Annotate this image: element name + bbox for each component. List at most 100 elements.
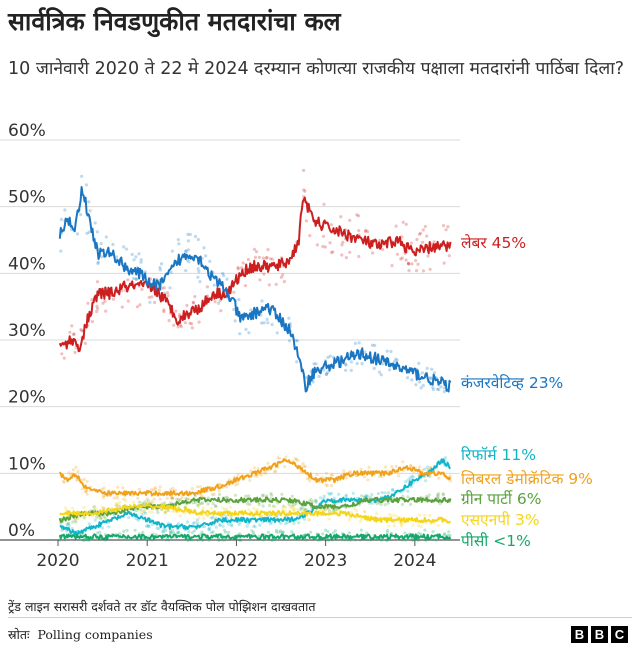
poll-dot bbox=[340, 243, 344, 247]
poll-dot bbox=[294, 457, 298, 461]
poll-dot bbox=[266, 321, 270, 325]
poll-dot bbox=[218, 524, 222, 528]
poll-dot bbox=[374, 537, 379, 542]
poll-dot bbox=[187, 260, 191, 264]
poll-dot bbox=[421, 240, 425, 244]
poll-dot bbox=[102, 486, 106, 490]
poll-dot bbox=[447, 530, 451, 534]
poll-dot bbox=[92, 505, 96, 509]
poll-dot bbox=[146, 524, 150, 528]
poll-dot bbox=[295, 339, 299, 343]
poll-dot bbox=[262, 272, 266, 276]
poll-dot bbox=[349, 368, 353, 372]
poll-dot bbox=[61, 479, 65, 483]
poll-dot bbox=[220, 538, 224, 542]
poll-dot bbox=[164, 528, 168, 533]
poll-dot bbox=[93, 221, 97, 225]
poll-dot bbox=[85, 479, 89, 483]
poll-dot bbox=[205, 513, 210, 517]
chart-subtitle: 10 जानेवारी 2020 ते 22 मे 2024 दरम्यान क… bbox=[8, 59, 625, 79]
poll-dot bbox=[198, 485, 202, 489]
poll-dot bbox=[183, 321, 187, 325]
poll-dot bbox=[359, 528, 363, 532]
poll-dot bbox=[271, 257, 275, 261]
poll-dot bbox=[379, 373, 383, 377]
poll-dot bbox=[95, 230, 99, 234]
poll-dot bbox=[131, 276, 136, 281]
poll-dot bbox=[393, 513, 397, 517]
poll-dot bbox=[207, 526, 212, 530]
series-label: रिफॉर्म 11% bbox=[461, 446, 536, 464]
poll-dot bbox=[414, 259, 418, 263]
poll-dot bbox=[329, 473, 333, 477]
poll-dot bbox=[72, 333, 76, 337]
poll-dot bbox=[114, 502, 118, 506]
poll-dot bbox=[360, 362, 364, 366]
poll-dot bbox=[216, 301, 221, 305]
poll-dot bbox=[228, 505, 232, 509]
poll-dot bbox=[301, 505, 305, 509]
poll-dot bbox=[419, 524, 423, 529]
poll-dot bbox=[201, 538, 205, 542]
poll-dot bbox=[153, 486, 157, 490]
poll-dot bbox=[211, 530, 215, 534]
poll-dot bbox=[252, 466, 256, 470]
poll-dot bbox=[267, 513, 271, 518]
poll-dot bbox=[132, 258, 136, 262]
poll-dot bbox=[198, 280, 202, 284]
poll-dot bbox=[401, 460, 405, 464]
poll-dot bbox=[140, 287, 144, 291]
poll-dot bbox=[101, 496, 105, 500]
poll-dot bbox=[340, 253, 344, 257]
poll-dot bbox=[349, 360, 353, 364]
poll-dot bbox=[296, 507, 300, 511]
y-tick-label: 60% bbox=[8, 121, 46, 141]
poll-dot bbox=[331, 531, 336, 535]
poll-dot bbox=[241, 261, 245, 265]
poll-dot bbox=[157, 527, 161, 531]
poll-dot bbox=[199, 494, 204, 498]
poll-dot bbox=[344, 256, 348, 260]
poll-dot bbox=[409, 241, 413, 245]
poll-dot bbox=[146, 499, 150, 503]
poll-dot bbox=[134, 277, 139, 282]
poll-dot bbox=[196, 275, 200, 279]
poll-dot bbox=[303, 507, 307, 511]
poll-dot bbox=[379, 502, 383, 507]
poll-dot bbox=[190, 326, 194, 330]
poll-dot bbox=[381, 362, 385, 366]
poll-dot bbox=[308, 234, 312, 238]
poll-dot bbox=[97, 516, 101, 520]
poll-dot bbox=[65, 522, 69, 527]
poll-dot bbox=[191, 301, 196, 305]
poll-dot bbox=[101, 301, 105, 305]
poll-dot bbox=[210, 531, 214, 535]
poll-dot bbox=[279, 521, 283, 525]
poll-dot bbox=[115, 502, 119, 506]
poll-dot bbox=[148, 300, 152, 304]
poll-dot bbox=[401, 220, 405, 224]
y-tick-label: 10% bbox=[8, 454, 46, 474]
poll-dot bbox=[79, 328, 83, 332]
poll-dot bbox=[287, 502, 291, 506]
poll-dot bbox=[184, 249, 188, 253]
poll-dot bbox=[411, 475, 415, 479]
poll-dot bbox=[247, 494, 251, 498]
poll-dot bbox=[67, 524, 71, 528]
poll-dot bbox=[432, 240, 436, 244]
poll-dot bbox=[377, 370, 382, 374]
series-label: एसएनपी 3% bbox=[461, 511, 540, 529]
poll-dot bbox=[260, 514, 264, 518]
poll-dot bbox=[423, 528, 427, 532]
poll-dot bbox=[281, 530, 285, 534]
poll-dot bbox=[325, 484, 329, 488]
poll-dot bbox=[436, 523, 440, 528]
source-line: स्रोतः Polling companies bbox=[8, 626, 153, 643]
poll-dot bbox=[169, 531, 173, 535]
poll-dot bbox=[202, 246, 206, 250]
poll-dot bbox=[414, 383, 418, 387]
poll-dot bbox=[418, 513, 422, 517]
poll-dot bbox=[328, 241, 332, 245]
poll-dot bbox=[88, 209, 92, 213]
poll-dot bbox=[383, 503, 387, 507]
